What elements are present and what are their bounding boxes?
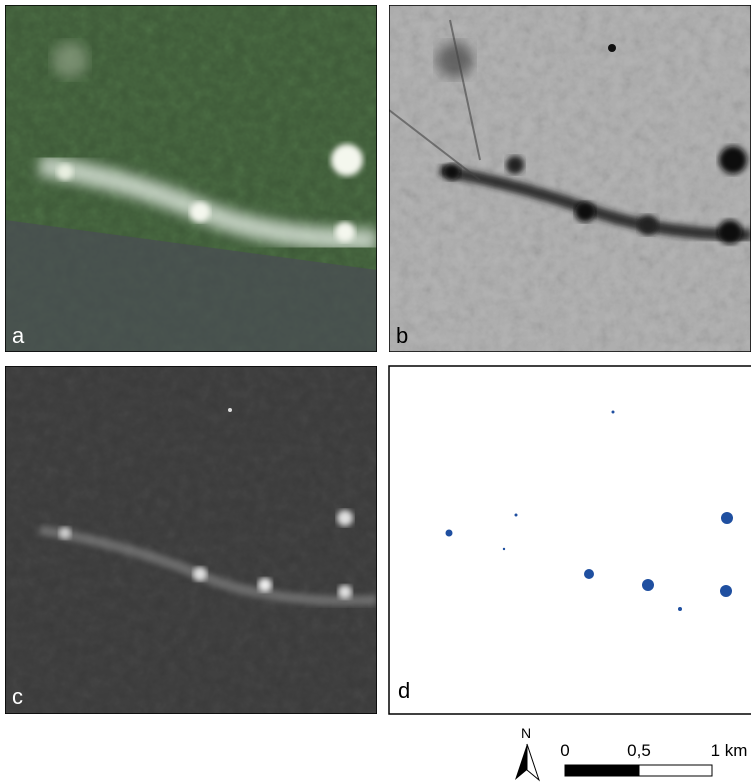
panel-label: c (12, 684, 23, 709)
figure: a b c (0, 0, 751, 782)
panel-label: d (398, 678, 410, 703)
scale-bar: 0 0,5 1 km (560, 741, 747, 776)
panel-a (5, 5, 377, 352)
panel-c (5, 366, 377, 714)
page: {"panels": [{"label": "a"}, {"label": "b… (0, 0, 751, 782)
panel-d (389, 366, 751, 714)
panel-label: a (12, 323, 25, 348)
panel-label: b (396, 323, 408, 348)
north-arrow: N (515, 725, 539, 780)
north-label: N (521, 725, 531, 741)
scale-label: 0 (560, 741, 569, 760)
scale-label: 1 km (711, 741, 748, 760)
panel-b (389, 5, 751, 352)
scale-label: 0,5 (627, 741, 651, 760)
